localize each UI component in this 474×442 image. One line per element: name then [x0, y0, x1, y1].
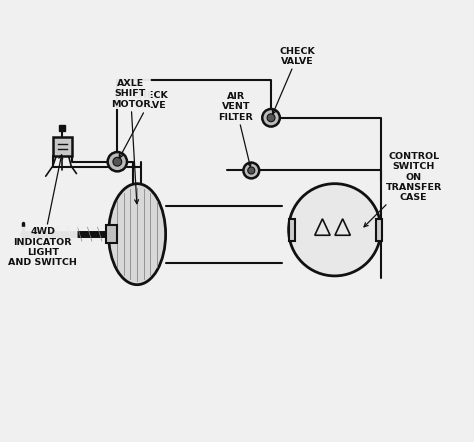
Ellipse shape: [109, 184, 165, 285]
Circle shape: [248, 167, 255, 174]
Text: AXLE
SHIFT
MOTOR: AXLE SHIFT MOTOR: [111, 79, 150, 204]
Circle shape: [113, 157, 122, 166]
Text: CHECK
VALVE: CHECK VALVE: [119, 91, 168, 158]
Bar: [53, 137, 72, 156]
Text: CHECK
VALVE: CHECK VALVE: [273, 46, 315, 114]
Circle shape: [289, 184, 381, 276]
Text: 4WD
INDICATOR
LIGHT
AND SWITCH: 4WD INDICATOR LIGHT AND SWITCH: [8, 155, 77, 267]
Circle shape: [267, 114, 275, 122]
Bar: [289, 219, 295, 241]
Text: AIR
VENT
FILTER: AIR VENT FILTER: [219, 92, 253, 167]
Bar: [106, 225, 118, 243]
Bar: [375, 219, 382, 241]
Circle shape: [108, 152, 127, 171]
Circle shape: [262, 109, 280, 126]
Circle shape: [243, 163, 259, 179]
Text: CONTROL
SWITCH
ON
TRANSFER
CASE: CONTROL SWITCH ON TRANSFER CASE: [364, 152, 442, 227]
